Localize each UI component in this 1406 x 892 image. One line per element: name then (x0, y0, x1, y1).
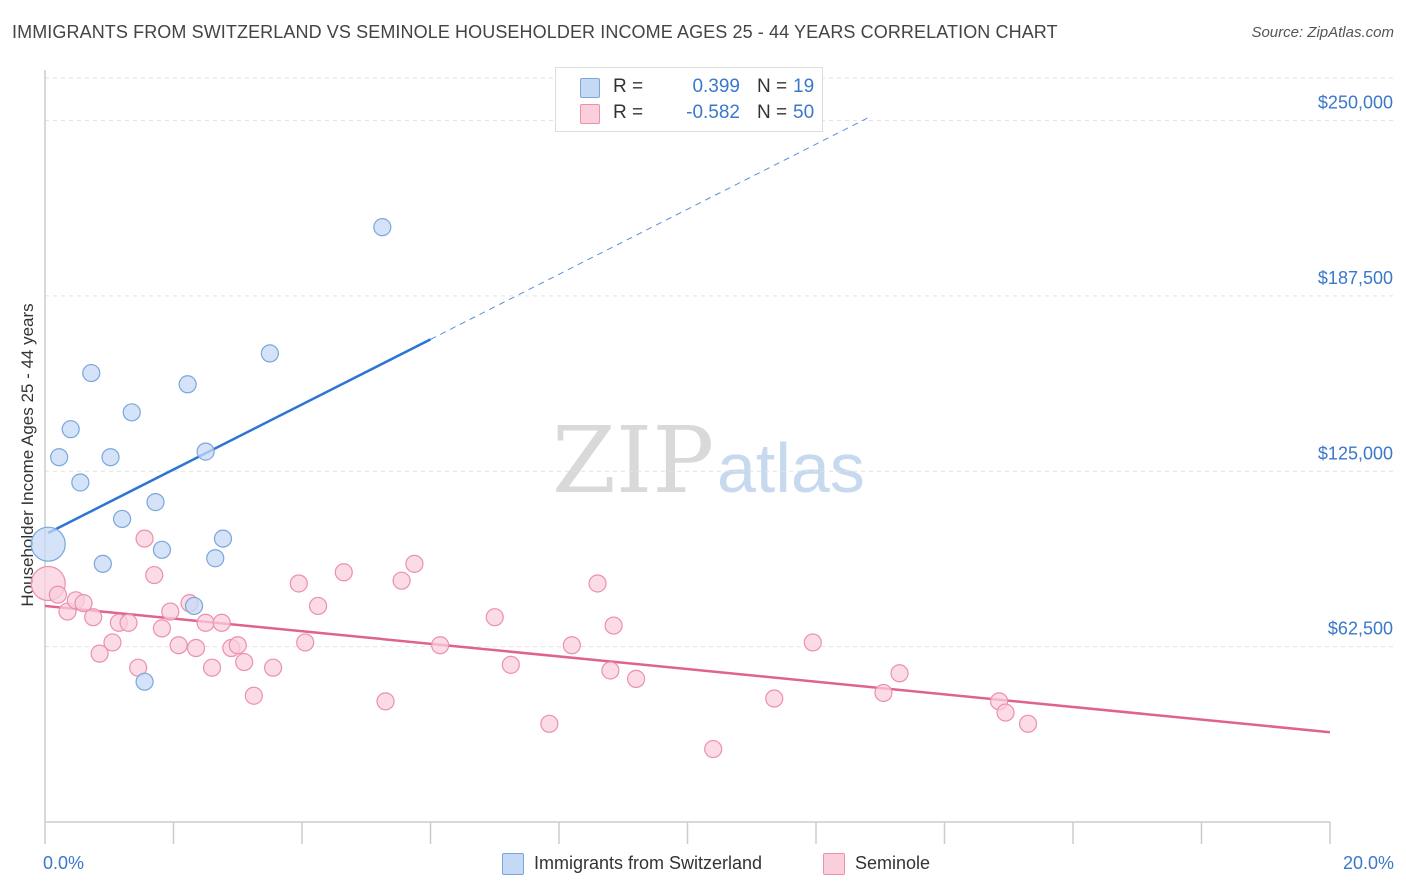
data-point-switzerland (122, 403, 141, 422)
y-tick-label: $125,000 (1318, 443, 1393, 463)
data-point-seminole (308, 596, 328, 616)
grid (45, 77, 1395, 648)
y-tick-label: $187,500 (1318, 268, 1393, 288)
axes (44, 70, 1331, 844)
data-point-seminole (890, 664, 909, 683)
data-point-seminole (562, 636, 581, 655)
data-point-switzerland (135, 672, 154, 691)
data-point-seminole (431, 636, 450, 655)
legend-swatch-blue (580, 78, 600, 98)
data-point-seminole (485, 608, 504, 627)
trend-line-extension-switzerland (430, 117, 868, 340)
data-point-seminole (392, 571, 411, 590)
data-point-seminole (235, 652, 254, 672)
data-point-seminole (588, 574, 607, 593)
data-point-seminole (704, 739, 723, 759)
data-points (30, 218, 1038, 759)
data-point-switzerland (196, 442, 215, 461)
data-point-switzerland (30, 526, 66, 562)
data-point-seminole (803, 633, 822, 652)
data-point-seminole (874, 683, 893, 703)
y-tick-label: $250,000 (1318, 93, 1393, 113)
data-point-switzerland (260, 344, 279, 363)
data-point-seminole (501, 655, 520, 674)
data-point-switzerland (50, 448, 69, 467)
data-point-switzerland (82, 363, 101, 383)
y-tick-label: $62,500 (1328, 619, 1393, 639)
data-point-seminole (540, 714, 559, 733)
data-point-seminole (196, 613, 215, 632)
data-point-seminole (405, 554, 424, 573)
data-point-seminole (626, 669, 646, 688)
data-point-seminole (135, 529, 154, 548)
legend-r-value: -0.582 (686, 102, 740, 123)
data-point-seminole (152, 619, 172, 638)
trend-line-seminole (44, 604, 1331, 734)
series-swatch-pink (823, 853, 845, 875)
data-point-seminole (186, 638, 206, 658)
data-point-seminole (228, 636, 247, 655)
legend-swatch-pink (580, 104, 600, 124)
data-point-seminole (1018, 714, 1038, 733)
data-point-switzerland (101, 448, 120, 467)
data-point-seminole (202, 658, 222, 677)
data-point-switzerland (146, 493, 165, 512)
data-point-seminole (145, 565, 164, 585)
data-point-seminole (90, 644, 109, 663)
legend-r-label: R = (613, 102, 644, 123)
legend-n-value: 50 (793, 102, 815, 123)
data-point-seminole (334, 563, 353, 582)
data-point-switzerland (373, 218, 392, 237)
legend-n-label: N = (757, 76, 788, 97)
data-point-switzerland (152, 540, 172, 559)
legend-n-label: N = (757, 102, 788, 123)
x-tick-label: 0.0% (43, 853, 84, 873)
data-point-seminole (74, 594, 93, 613)
data-point-switzerland (178, 375, 197, 394)
x-tick-label: 20.0% (1343, 853, 1394, 873)
data-point-switzerland (213, 529, 233, 548)
data-point-switzerland (184, 596, 204, 616)
series-label: Seminole (855, 853, 931, 873)
data-point-seminole (244, 686, 263, 705)
data-point-seminole (765, 689, 784, 708)
series-label: Immigrants from Switzerland (534, 853, 763, 873)
watermark-zip: ZIP (552, 407, 714, 514)
data-point-seminole (119, 613, 138, 632)
tick-labels: $62,500 $125,000 $187,500 $250,000 0.0% 20.0% (43, 93, 1394, 873)
data-point-seminole (289, 574, 308, 593)
correlation-legend: R = 0.399 N = 19 R = -0.582 N = 50 (555, 67, 823, 132)
data-point-seminole (263, 658, 283, 677)
data-point-switzerland (206, 549, 225, 568)
data-point-seminole (296, 633, 315, 652)
data-point-switzerland (93, 554, 112, 573)
data-point-seminole (604, 616, 623, 635)
data-point-seminole (996, 703, 1015, 722)
data-point-seminole (84, 608, 103, 627)
data-point-seminole (212, 613, 231, 632)
data-point-seminole (103, 633, 122, 652)
trend-lines (44, 117, 1331, 734)
watermark: ZIP atlas (552, 407, 865, 514)
data-point-seminole (48, 585, 67, 604)
series-swatch-blue (502, 853, 524, 875)
watermark-atlas: atlas (717, 429, 865, 507)
legend-n-value: 19 (793, 76, 815, 97)
trend-line-switzerland (47, 338, 432, 535)
data-point-seminole (161, 602, 180, 621)
source-label: Source: ZipAtlas.com (1251, 24, 1394, 41)
data-point-switzerland (112, 509, 132, 529)
legend-r-label: R = (613, 76, 644, 97)
legend-r-value: 0.399 (692, 76, 740, 97)
data-point-seminole (169, 636, 188, 655)
chart-title: IMMIGRANTS FROM SWITZERLAND VS SEMINOLE … (12, 22, 1058, 42)
data-point-switzerland (71, 473, 90, 492)
data-point-switzerland (61, 420, 80, 439)
data-point-seminole (376, 692, 395, 711)
data-point-seminole (601, 661, 620, 680)
